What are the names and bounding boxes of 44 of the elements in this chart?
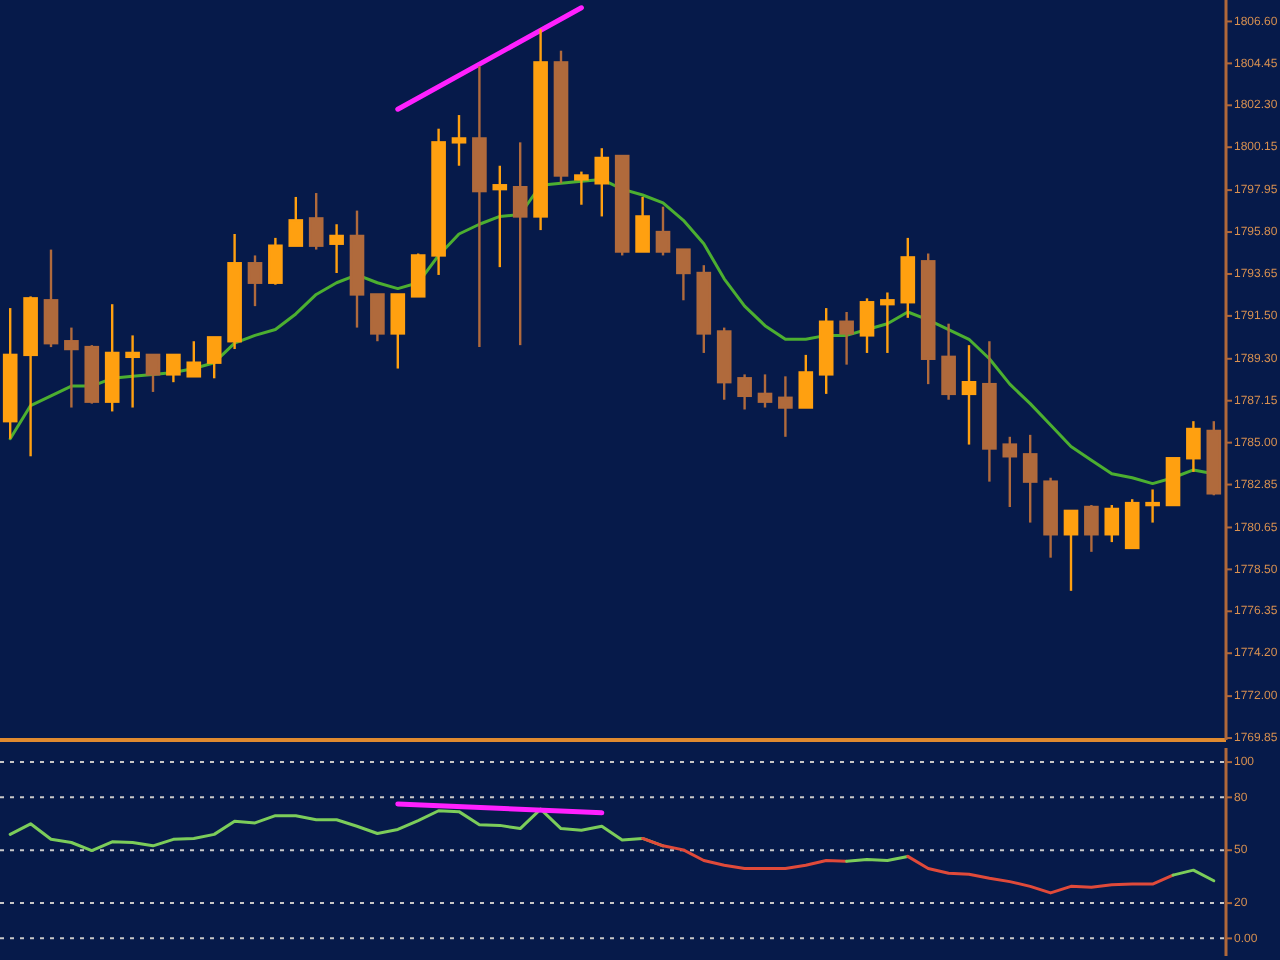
- candlestick: [1084, 503, 1099, 554]
- candlestick: [900, 236, 916, 320]
- candlestick: [329, 223, 344, 275]
- candlestick: [594, 146, 610, 218]
- candlestick: [166, 353, 181, 384]
- candlestick: [288, 195, 304, 247]
- candlestick: [1145, 488, 1160, 524]
- candlestick: [941, 322, 956, 401]
- candlestick: [43, 248, 59, 349]
- candlestick: [1104, 503, 1120, 544]
- candlestick: [247, 254, 263, 308]
- candlestick: [859, 297, 875, 355]
- candlestick: [1186, 419, 1201, 474]
- candlestick: [676, 248, 691, 302]
- candlestick: [512, 141, 528, 347]
- candlestick: [451, 113, 467, 167]
- candlestick: [186, 340, 202, 378]
- candlestick: [1063, 509, 1079, 593]
- candlestick: [1124, 497, 1140, 550]
- candlestick: [64, 326, 79, 409]
- candlestick: [206, 336, 222, 380]
- candlestick: [757, 373, 773, 409]
- candlestick: [410, 252, 426, 298]
- candlestick: [798, 353, 814, 409]
- line-series: [641, 836, 849, 871]
- candlestick: [1002, 435, 1018, 509]
- candlestick: [574, 170, 589, 206]
- candlestick: [737, 373, 752, 411]
- candlestick: [778, 375, 793, 438]
- candlestick: [880, 291, 895, 355]
- candlestick: [1165, 457, 1181, 507]
- candlestick: [839, 310, 854, 366]
- candlestick: [390, 293, 406, 370]
- candlestick: [492, 164, 508, 269]
- candlestick: [125, 334, 140, 409]
- candlestick: [145, 353, 161, 394]
- candlestick: [635, 195, 650, 253]
- candlestick: [268, 236, 283, 286]
- line-series: [906, 854, 1175, 895]
- candlestick: [655, 205, 671, 257]
- candlestick: [308, 191, 324, 251]
- candlestick: [961, 343, 977, 446]
- candlestick: [1022, 433, 1038, 524]
- candlestick: [370, 293, 385, 343]
